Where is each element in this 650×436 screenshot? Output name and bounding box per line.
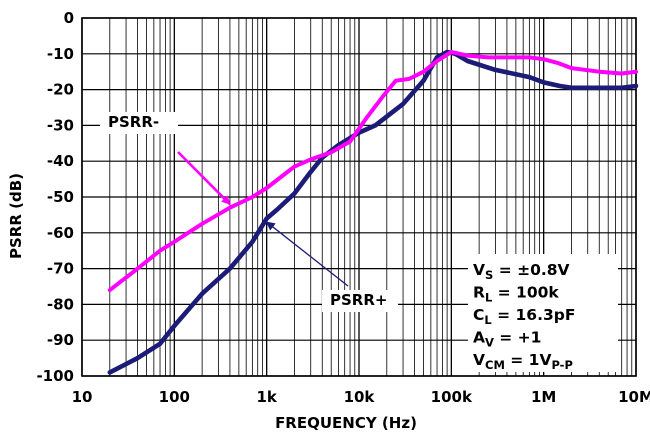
annotation-arrow-psrr-plus <box>265 221 349 287</box>
plot-frame <box>81 17 637 377</box>
conditions-background <box>468 254 618 372</box>
y-tick-label: -50 <box>47 188 74 206</box>
y-tick-label: -90 <box>47 331 74 349</box>
y-tick-label: -30 <box>47 116 74 134</box>
annotation-label-psrrminus: PSRR- <box>108 113 159 131</box>
x-tick-label: 1M <box>531 388 556 406</box>
y-tick-label: -10 <box>47 45 74 63</box>
annotation-label-psrrplus: PSRR+ <box>330 291 387 309</box>
annotation-bg <box>100 112 178 134</box>
condition-line: VCM = 1VP-P <box>473 351 573 372</box>
x-tick-label: 1k <box>256 388 277 406</box>
x-tick-label: 10M <box>618 388 650 406</box>
condition-line: RL = 100k <box>473 284 559 305</box>
condition-line: VS = ±0.8V <box>473 261 570 282</box>
y-tick-labels: 0 -10 -20 -30 -40 -50 -60 -70 -80 -90 -100 <box>36 9 74 385</box>
y-tick-label: -20 <box>47 81 74 99</box>
series-line-psrrplus <box>107 49 639 375</box>
x-tick-label: 10 <box>72 388 93 406</box>
y-tick-label: -100 <box>36 367 74 385</box>
x-tick-label: 100k <box>431 388 473 406</box>
annotation-bg <box>322 290 398 312</box>
condition-line: CL = 16.3pF <box>473 306 575 327</box>
series-layer <box>107 49 639 375</box>
x-tick-label: 10k <box>344 388 376 406</box>
grid <box>81 17 637 377</box>
x-axis-title: FREQUENCY (Hz) <box>275 414 417 432</box>
annotation-layer: PSRR- PSRR+ <box>100 112 398 312</box>
y-axis-title: PSRR (dB) <box>7 173 25 259</box>
y-tick-label: -80 <box>47 295 74 313</box>
annotation-arrow-psrr-minus <box>177 151 231 206</box>
y-tick-label: 0 <box>64 9 74 27</box>
x-tick-label: 100 <box>159 388 190 406</box>
y-tick-label: -40 <box>47 152 74 170</box>
x-tick-labels: 10 100 1k 10k 100k 1M 10M <box>72 388 650 406</box>
y-tick-label: -70 <box>47 260 74 278</box>
y-tick-label: -60 <box>47 224 74 242</box>
series-line-psrrminus <box>107 50 638 293</box>
condition-line: AV = +1 <box>473 329 541 350</box>
